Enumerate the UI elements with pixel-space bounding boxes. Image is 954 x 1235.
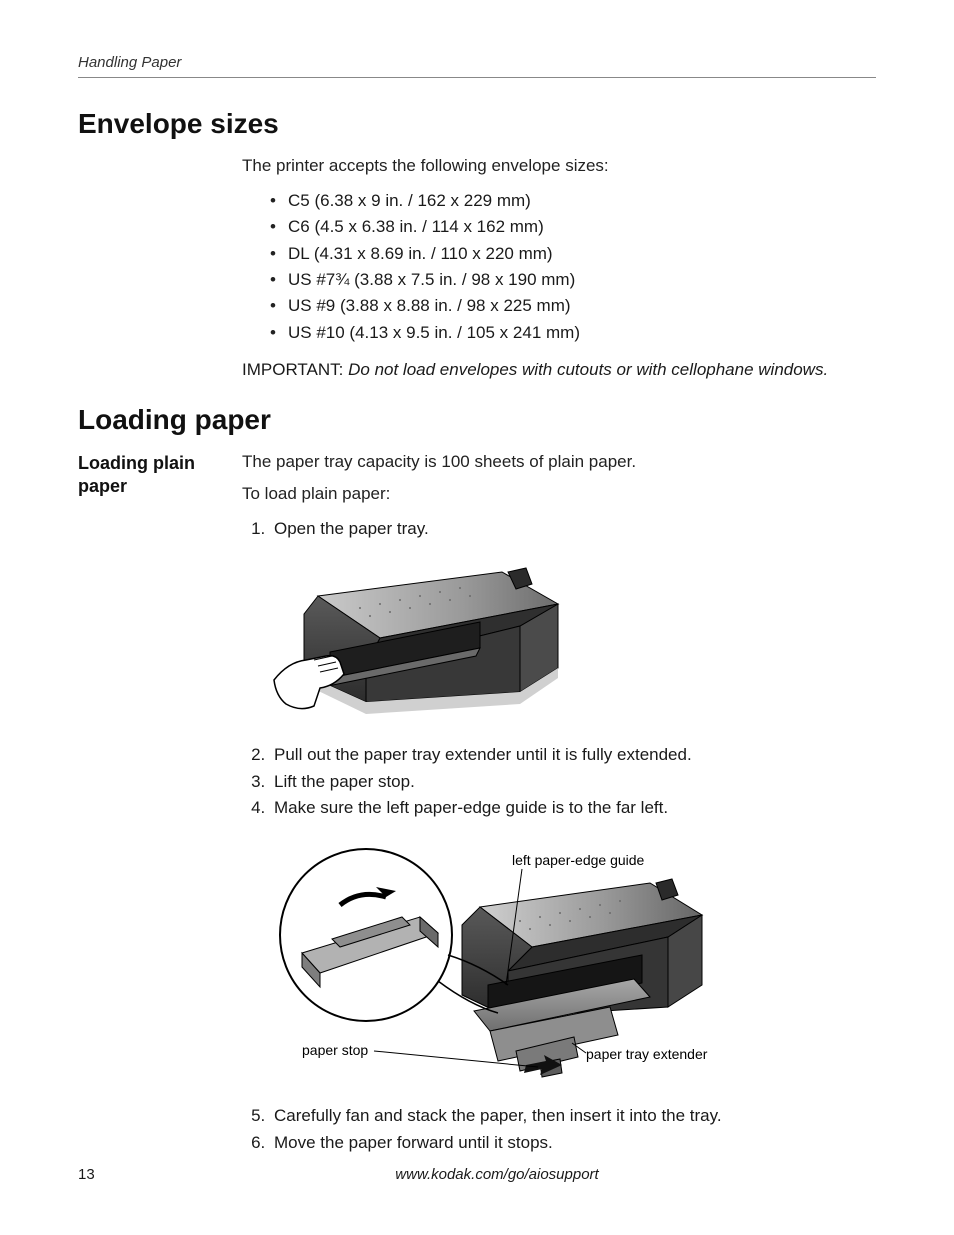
callout-paper-stop: paper stop	[302, 1042, 368, 1058]
list-item: US #10 (4.13 x 9.5 in. / 105 x 241 mm)	[270, 320, 876, 346]
list-item: US #9 (3.88 x 8.88 in. / 98 x 225 mm)	[270, 293, 876, 319]
list-item: Carefully fan and stack the paper, then …	[270, 1103, 876, 1129]
page-footer: 13 www.kodak.com/go/aiosupport	[78, 1166, 876, 1183]
heading-envelope-sizes: Envelope sizes	[78, 108, 876, 140]
header-rule	[78, 77, 876, 78]
callout-extender: paper tray extender	[586, 1046, 708, 1062]
list-item: Lift the paper stop.	[270, 769, 876, 795]
important-note: IMPORTANT: Do not load envelopes with cu…	[242, 360, 876, 380]
list-item: C5 (6.38 x 9 in. / 162 x 229 mm)	[270, 188, 876, 214]
list-item: C6 (4.5 x 6.38 in. / 114 x 162 mm)	[270, 214, 876, 240]
envelope-size-list: C5 (6.38 x 9 in. / 162 x 229 mm) C6 (4.5…	[270, 188, 876, 346]
envelope-lead: The printer accepts the following envelo…	[242, 156, 876, 176]
to-load-text: To load plain paper:	[242, 484, 876, 504]
list-item: US #7¾ (3.88 x 7.5 in. / 98 x 190 mm)	[270, 267, 876, 293]
capacity-text: The paper tray capacity is 100 sheets of…	[242, 452, 876, 472]
page-number: 13	[78, 1166, 118, 1183]
steps-list-c: Carefully fan and stack the paper, then …	[270, 1103, 876, 1156]
list-item: Pull out the paper tray extender until i…	[270, 742, 876, 768]
callout-edge-guide: left paper-edge guide	[512, 852, 645, 868]
running-head: Handling Paper	[78, 54, 876, 71]
list-item: Open the paper tray.	[270, 516, 876, 542]
important-text: Do not load envelopes with cutouts or wi…	[348, 360, 828, 379]
list-item: Make sure the left paper-edge guide is t…	[270, 795, 876, 821]
subhead-loading-plain: Loading plain paper	[78, 452, 222, 499]
figure-open-tray	[270, 556, 876, 724]
heading-loading-paper: Loading paper	[78, 404, 876, 436]
figure-tray-extended: left paper-edge guide paper stop paper t…	[270, 835, 876, 1085]
steps-list-b: Pull out the paper tray extender until i…	[270, 742, 876, 821]
list-item: DL (4.31 x 8.69 in. / 110 x 220 mm)	[270, 241, 876, 267]
steps-list-a: Open the paper tray.	[270, 516, 876, 542]
list-item: Move the paper forward until it stops.	[270, 1130, 876, 1156]
footer-url: www.kodak.com/go/aiosupport	[118, 1166, 876, 1183]
important-label: IMPORTANT:	[242, 360, 343, 379]
